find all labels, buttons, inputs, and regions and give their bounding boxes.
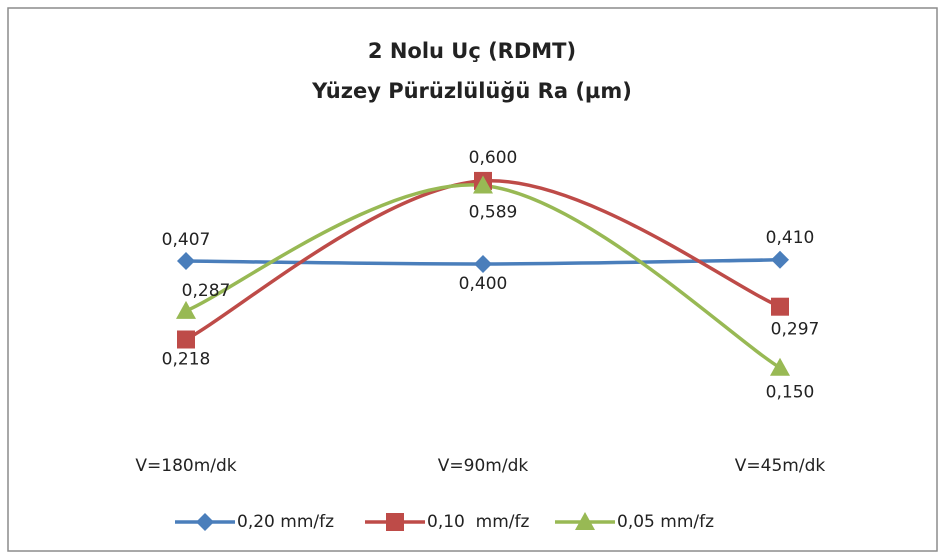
marker	[770, 357, 790, 376]
data-label: 0,297	[771, 320, 820, 340]
marker	[771, 250, 789, 269]
legend-marker	[386, 513, 404, 531]
marker	[771, 297, 789, 316]
x-tick-label: V=180m/dk	[135, 456, 236, 476]
marker	[473, 175, 493, 194]
marker	[177, 252, 195, 271]
legend-label: 0,20 mm/fz	[237, 512, 334, 532]
marker	[474, 254, 492, 273]
data-label: 0,150	[766, 383, 815, 403]
legend-marker	[196, 513, 214, 531]
legend-label: 0,10 mm/fz	[427, 512, 529, 532]
marker	[177, 330, 195, 349]
marker	[176, 300, 196, 319]
data-label: 0,287	[182, 281, 231, 301]
legend-label: 0,05 mm/fz	[617, 512, 714, 532]
data-label: 0,600	[469, 148, 518, 168]
chart-frame	[7, 7, 938, 552]
data-label: 0,410	[766, 228, 815, 248]
data-label: 0,589	[469, 202, 518, 222]
data-label: 0,400	[459, 274, 508, 294]
x-tick-label: V=45m/dk	[735, 456, 826, 476]
chart-title: Yüzey Pürüzlülüğü Ra (µm)	[311, 79, 632, 103]
legend-marker	[575, 512, 595, 530]
x-tick-label: V=90m/dk	[438, 456, 529, 476]
data-label: 0,218	[162, 349, 211, 369]
data-label: 0,407	[162, 230, 211, 250]
chart-title: 2 Nolu Uç (RDMT)	[368, 39, 576, 63]
